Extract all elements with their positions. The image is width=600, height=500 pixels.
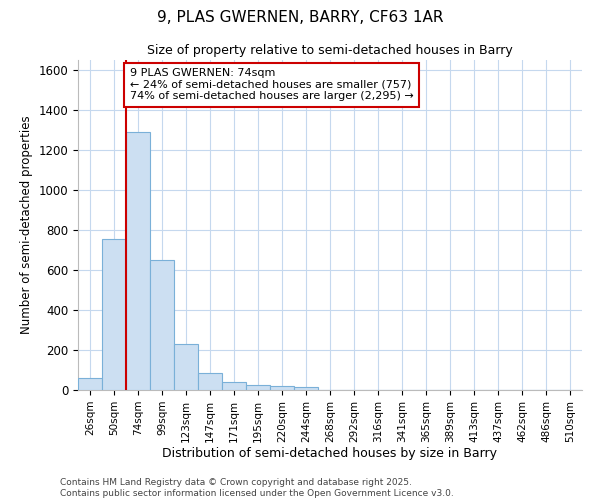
Bar: [198, 373, 222, 390]
X-axis label: Distribution of semi-detached houses by size in Barry: Distribution of semi-detached houses by …: [163, 448, 497, 460]
Bar: [78, 378, 102, 390]
Bar: [102, 239, 126, 390]
Text: 9 PLAS GWERNEN: 74sqm
← 24% of semi-detached houses are smaller (757)
74% of sem: 9 PLAS GWERNEN: 74sqm ← 24% of semi-deta…: [130, 68, 413, 102]
Title: Size of property relative to semi-detached houses in Barry: Size of property relative to semi-detach…: [147, 44, 513, 58]
Bar: [246, 385, 270, 390]
Bar: [222, 382, 246, 390]
Text: 9, PLAS GWERNEN, BARRY, CF63 1AR: 9, PLAS GWERNEN, BARRY, CF63 1AR: [157, 10, 443, 25]
Bar: [126, 132, 150, 390]
Y-axis label: Number of semi-detached properties: Number of semi-detached properties: [20, 116, 33, 334]
Bar: [174, 344, 198, 390]
Bar: [150, 260, 174, 390]
Bar: [294, 387, 318, 390]
Text: Contains HM Land Registry data © Crown copyright and database right 2025.
Contai: Contains HM Land Registry data © Crown c…: [60, 478, 454, 498]
Bar: [270, 386, 294, 390]
